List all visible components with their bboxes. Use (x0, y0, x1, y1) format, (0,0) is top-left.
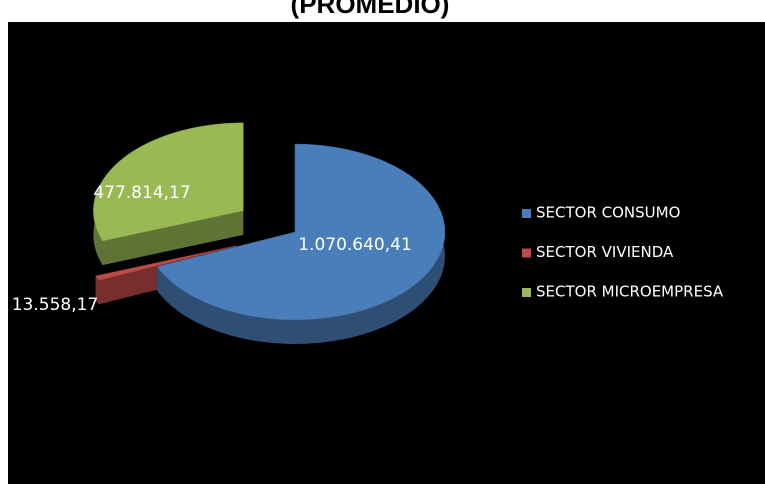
data-label: 13.558,17 (12, 295, 99, 315)
legend-label: SECTOR MICROEMPRESA (536, 283, 724, 301)
legend-label: SECTOR VIVIENDA (536, 243, 674, 261)
pie-slice (156, 143, 446, 321)
legend-label: SECTOR CONSUMO (536, 204, 680, 222)
chart-title: (PROMEDIO) (291, 0, 450, 19)
data-label: 1.070.640,41 (298, 235, 412, 255)
pie-slice (93, 122, 244, 242)
data-label: 477.814,17 (93, 183, 190, 203)
legend-swatch (522, 288, 531, 297)
slice-side (95, 275, 99, 305)
pie-slice (95, 245, 237, 281)
legend-swatch (522, 209, 531, 218)
legend-swatch (522, 248, 531, 258)
slice-wall (102, 210, 244, 266)
